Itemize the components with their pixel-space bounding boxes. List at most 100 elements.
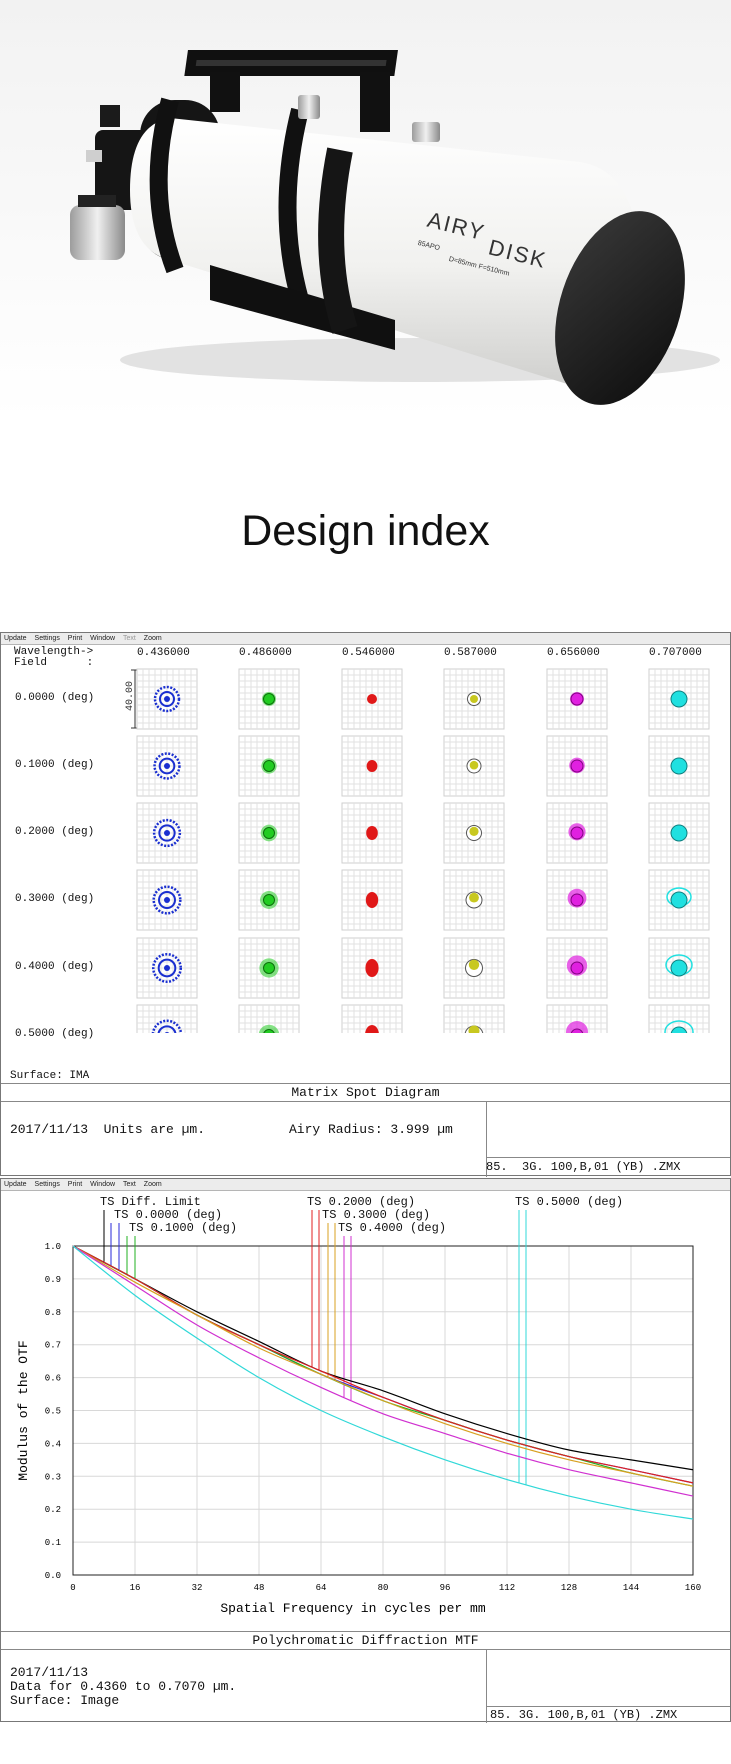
spot-cell — [136, 735, 198, 797]
spot-pattern — [670, 891, 688, 909]
spot-pattern — [164, 696, 170, 702]
mtf-surface: Surface: Image — [10, 1693, 120, 1708]
mtf-data-range: Data for 0.4360 to 0.7070 µm. — [10, 1679, 237, 1694]
spot-pattern — [158, 757, 176, 775]
spot-cell — [443, 869, 505, 931]
spot-pattern — [670, 959, 688, 977]
spot-pattern — [470, 695, 478, 703]
divider — [486, 1101, 487, 1177]
spot-pattern — [366, 760, 378, 772]
wavelength-header: 0.436000 — [137, 647, 190, 659]
spot-cell — [443, 668, 505, 730]
spot-pattern — [263, 962, 275, 974]
spot-cell — [546, 735, 608, 797]
spot-cell — [341, 869, 403, 931]
menu-text[interactable]: Text — [123, 1181, 136, 1188]
spot-pattern — [469, 826, 479, 836]
spot-pattern — [670, 1026, 688, 1033]
spot-pattern — [469, 892, 479, 903]
spot-pattern — [164, 897, 170, 903]
wavelength-label: Wavelength-> — [14, 646, 94, 658]
spot-pattern — [152, 818, 182, 848]
surface-label: Surface: IMA — [10, 1070, 90, 1082]
spot-pattern — [153, 752, 181, 780]
menu-print[interactable]: Print — [67, 635, 83, 642]
spot-cell — [136, 668, 198, 730]
spot-pattern — [468, 1025, 480, 1033]
telescope-image: AIRY DISK 85APO D=85mm F=510mm — [70, 50, 720, 405]
spot-cell — [341, 1004, 403, 1033]
y-tick-label: 0.4 — [45, 1439, 61, 1449]
spot-pattern — [365, 959, 379, 977]
spot-pattern — [263, 693, 275, 705]
spot-pattern — [670, 690, 688, 708]
spot-pattern — [159, 691, 175, 707]
spot-cell — [238, 1004, 300, 1033]
spot-cell — [546, 668, 608, 730]
menu-settings[interactable]: Settings — [34, 1181, 60, 1188]
spot-cell — [341, 735, 403, 797]
legend-field-3: TS 0.3000 (deg) — [322, 1208, 431, 1222]
field-label-row: 0.0000 (deg) — [15, 692, 95, 704]
menu-update[interactable]: Update — [4, 1181, 27, 1188]
spot-cell — [341, 668, 403, 730]
spot-pattern — [570, 893, 584, 907]
plot-frame — [72, 1245, 694, 1576]
spot-pattern — [158, 824, 176, 842]
spot-filename: 85. 3G. 100,B,01 (YB) .ZMX — [486, 1160, 681, 1174]
spot-pattern — [570, 1028, 584, 1033]
x-axis-label: Spatial Frequency in cycles per mm — [220, 1601, 485, 1616]
mtf-title: Polychromatic Diffraction MTF — [252, 1633, 479, 1648]
menu-settings[interactable]: Settings — [34, 635, 60, 642]
spot-cell — [648, 937, 710, 999]
spot-cell — [341, 802, 403, 864]
spot-cell — [443, 802, 505, 864]
x-tick-label: 0 — [70, 1583, 75, 1593]
field-label-row: 0.5000 (deg) — [15, 1028, 95, 1040]
x-tick-label: 64 — [316, 1583, 327, 1593]
spot-pattern — [468, 959, 480, 970]
spot-cell — [443, 937, 505, 999]
spot-cell — [238, 802, 300, 864]
spot-title: Matrix Spot Diagram — [291, 1085, 440, 1100]
spot-pattern — [263, 827, 275, 839]
menu-print[interactable]: Print — [67, 1181, 83, 1188]
menu-zoom[interactable]: Zoom — [143, 1181, 162, 1188]
y-tick-label: 0.9 — [45, 1275, 61, 1285]
spot-pattern — [670, 757, 688, 775]
wavelength-header: 0.587000 — [444, 647, 497, 659]
spot-cell — [136, 802, 198, 864]
wavelength-header: 0.486000 — [239, 647, 292, 659]
y-axis-label: Modulus of the OTF — [16, 1340, 31, 1480]
menu-update[interactable]: Update — [4, 635, 27, 642]
spot-cell — [238, 937, 300, 999]
x-tick-label: 96 — [440, 1583, 451, 1593]
series-line — [72, 1245, 694, 1487]
field-label-row: 0.2000 (deg) — [15, 826, 95, 838]
spot-pattern — [469, 760, 479, 770]
legend-field-2: TS 0.2000 (deg) — [307, 1195, 416, 1209]
menu-text[interactable]: Text — [123, 635, 136, 642]
mtf-window: Update Settings Print Window Text Zoom T… — [0, 1178, 731, 1723]
x-tick-label: 160 — [685, 1583, 701, 1593]
legend-diff-limit: TS Diff. Limit — [100, 1195, 201, 1209]
menu-zoom[interactable]: Zoom — [143, 635, 162, 642]
spot-cell — [238, 735, 300, 797]
spot-cell — [546, 869, 608, 931]
spot-cell — [648, 869, 710, 931]
menu-window[interactable]: Window — [90, 635, 116, 642]
spot-cell — [238, 668, 300, 730]
spot-pattern — [570, 961, 584, 975]
product-photo: AIRY DISK 85APO D=85mm F=510mm — [0, 0, 731, 420]
spot-diagram-window: Update Settings Print Window Text Zoom W… — [0, 632, 731, 1177]
spot-cell — [443, 735, 505, 797]
menu-window[interactable]: Window — [90, 1181, 116, 1188]
mtf-date: 2017/11/13 — [10, 1665, 89, 1680]
spot-cell — [648, 1004, 710, 1033]
spot-pattern — [157, 1025, 177, 1033]
spot-cell — [136, 1004, 198, 1033]
spot-cell — [238, 869, 300, 931]
divider — [1, 1631, 730, 1632]
spot-pattern — [152, 885, 182, 915]
x-tick-label: 32 — [192, 1583, 203, 1593]
